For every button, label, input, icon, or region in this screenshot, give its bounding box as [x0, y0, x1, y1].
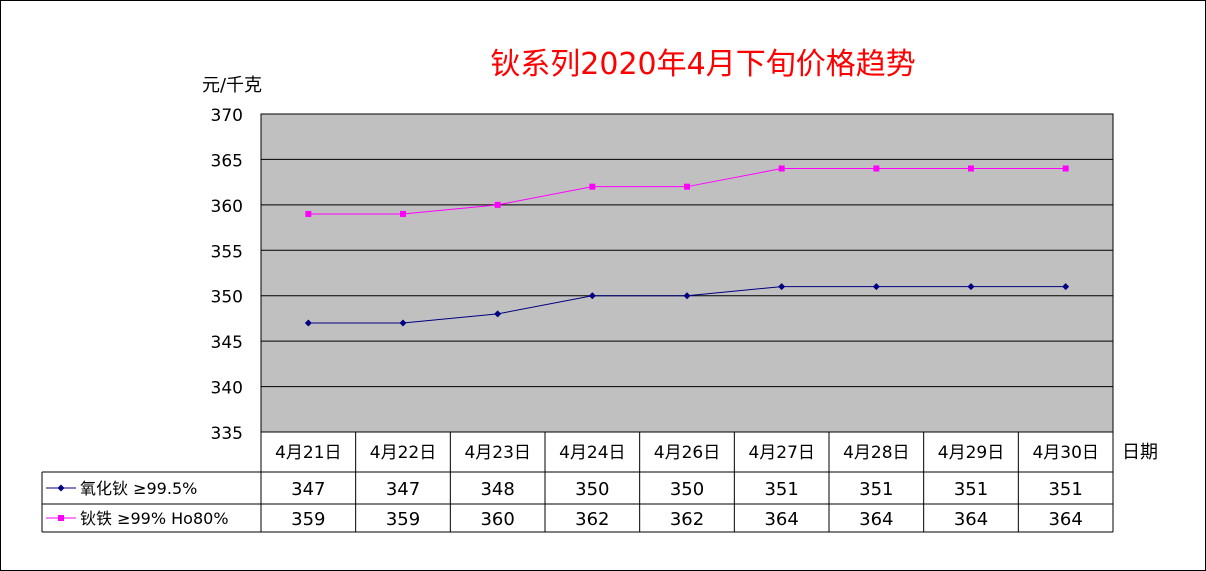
x-tick-label: 4月21日 — [275, 443, 341, 463]
table-cell: 350 — [575, 479, 609, 500]
data-point — [873, 165, 880, 172]
data-point — [399, 319, 407, 327]
table-cell: 359 — [291, 509, 325, 530]
x-tick-label: 4月28日 — [843, 443, 909, 463]
series — [304, 283, 1070, 327]
data-point — [968, 165, 974, 172]
x-tick-label: 4月23日 — [464, 443, 530, 463]
y-axis-label: 元/千克 — [202, 75, 262, 96]
y-tick-label: 350 — [211, 288, 243, 308]
chart-title: 钬系列2020年4月下旬价格趋势 — [490, 47, 915, 82]
legend: 氧化钬 ≥99.5% 钬铁 ≥99% Ho80% — [46, 479, 229, 528]
table-cell: 362 — [575, 509, 609, 530]
data-point — [588, 292, 596, 300]
table-cell: 362 — [670, 509, 704, 530]
x-tick-label: 4月29日 — [938, 443, 1004, 463]
data-point — [683, 292, 691, 300]
table-cell: 364 — [859, 509, 893, 530]
x-tick-label: 4月24日 — [559, 443, 625, 463]
series — [305, 165, 1069, 217]
legend-swatch-marker — [58, 515, 64, 521]
x-tick-label: 4月30日 — [1032, 443, 1098, 463]
table-cell: 348 — [480, 479, 514, 500]
data-point — [400, 210, 406, 217]
data-table-values: 347 347 348 350 350 351 351 351 351 359 359 360 362 3… — [291, 479, 1083, 530]
legend-label: 氧化钬 ≥99.5% — [80, 479, 197, 498]
table-cell: 364 — [764, 509, 798, 530]
y-tick-label: 370 — [211, 106, 243, 126]
y-tick-label: 355 — [211, 242, 243, 262]
table-cell: 351 — [859, 479, 893, 500]
x-tick-label: 4月22日 — [370, 443, 436, 463]
table-cell: 351 — [764, 479, 798, 500]
data-point — [1062, 165, 1069, 172]
data-point — [589, 183, 596, 190]
y-tick-label: 365 — [211, 151, 243, 171]
y-tick-label: 340 — [211, 379, 243, 399]
grid-lines — [261, 158, 1113, 388]
data-point — [305, 210, 312, 217]
table-cell: 360 — [480, 509, 514, 530]
plot-area — [260, 113, 1114, 433]
y-axis-ticks: 370 365 360 355 350 345 340 335 — [211, 106, 243, 444]
x-tick-label: 4月26日 — [654, 443, 720, 463]
table-cell: 359 — [386, 509, 420, 530]
legend-label: 钬铁 ≥99% Ho80% — [80, 509, 229, 528]
x-axis-label: 日期 — [1122, 442, 1158, 463]
table-cell: 350 — [670, 479, 704, 500]
data-table — [41, 431, 1114, 533]
data-point — [872, 283, 880, 291]
x-tick-label: 4月27日 — [748, 443, 814, 463]
data-point — [967, 283, 975, 291]
table-cell: 364 — [1048, 509, 1082, 530]
table-cell: 347 — [291, 479, 325, 500]
y-tick-label: 345 — [211, 333, 243, 353]
data-point — [494, 310, 502, 318]
x-axis-labels: 4月21日 4月22日 4月23日 4月24日 4月26日 4月27日 4月28日 4月29日… — [275, 443, 1099, 463]
data-point — [494, 201, 501, 208]
y-tick-label: 335 — [211, 424, 243, 444]
table-cell: 364 — [954, 509, 988, 530]
y-tick-label: 360 — [211, 197, 243, 217]
legend-swatch-marker — [57, 484, 65, 492]
data-point — [1062, 283, 1070, 291]
data-point — [778, 165, 785, 172]
table-cell: 347 — [386, 479, 420, 500]
series-lines — [304, 165, 1070, 327]
data-point — [684, 183, 690, 190]
table-cell: 351 — [954, 479, 988, 500]
data-point — [778, 283, 786, 291]
table-cell: 351 — [1048, 479, 1082, 500]
data-point — [304, 319, 312, 327]
